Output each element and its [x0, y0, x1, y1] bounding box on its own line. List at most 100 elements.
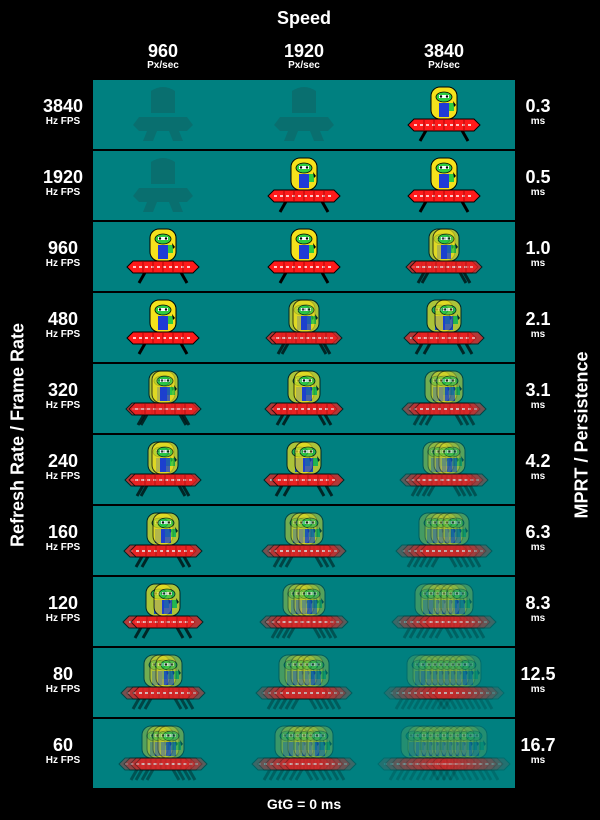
ufo-sprite-copy — [430, 725, 505, 781]
ufo-alien-icon — [394, 364, 494, 433]
row-label-mprt: 16.7 ms — [503, 735, 573, 767]
row-label-rate: 1920 Hz FPS — [28, 167, 98, 199]
ufo-alien-icon — [113, 719, 213, 788]
ufo-sprite-copy — [267, 654, 341, 710]
motion-blur-grid — [93, 80, 515, 788]
ufo-sprite-copy — [409, 228, 483, 284]
ufo-alien-icon — [254, 364, 354, 433]
mprt-unit: ms — [530, 400, 546, 411]
ufo-sprite-copy — [118, 725, 192, 781]
ufo-alien-icon — [251, 719, 357, 788]
ufo-sprite-copy — [274, 87, 334, 141]
ufo-sprite-copy — [417, 725, 491, 781]
ufo-sprite-copy — [407, 512, 481, 568]
ufo-sprite-copy — [425, 654, 499, 710]
rate-unit: Hz FPS — [45, 187, 81, 198]
mprt-unit: ms — [530, 684, 546, 695]
ufo-sprite-copy — [401, 512, 475, 568]
rate-unit: Hz FPS — [45, 542, 81, 553]
ufo-sprite-copy — [390, 725, 465, 781]
ufo-sprite-copy — [264, 583, 339, 639]
ufo-alien-icon — [113, 293, 213, 362]
grid-row — [93, 577, 515, 646]
ufo-sprite-copy — [409, 441, 484, 497]
ufo-sprite-copy — [415, 441, 489, 497]
rate-unit: Hz FPS — [45, 755, 81, 766]
row-label-rate: 3840 Hz FPS — [28, 96, 98, 128]
rate-value: 1920 — [42, 167, 84, 187]
ufo-alien-icon — [113, 364, 213, 433]
ufo-sprite-copy — [120, 654, 194, 710]
rate-value: 120 — [47, 593, 79, 613]
rate-value: 3840 — [42, 96, 84, 116]
grid-row — [93, 293, 515, 362]
row-label-rate: 160 Hz FPS — [28, 523, 98, 554]
column-unit: Px/sec — [428, 60, 460, 71]
ufo-sprite-copy — [270, 725, 344, 781]
row-label-rate: 480 Hz FPS — [28, 310, 98, 341]
mprt-unit: ms — [530, 471, 546, 482]
mprt-value: 0.5 — [525, 167, 551, 187]
row-label-rate: 240 Hz FPS — [28, 452, 98, 483]
ufo-sprite-copy — [269, 583, 344, 639]
mprt-value: 16.7 — [520, 735, 556, 755]
ufo-sprite-copy — [423, 725, 498, 781]
rate-value: 960 — [47, 238, 79, 258]
y-axis-title-left: Refresh Rate / Frame Rate — [7, 322, 28, 548]
ufo-alien-icon — [394, 151, 494, 220]
row-label-mprt: 1.0 ms — [503, 239, 573, 270]
ufo-alien-icon — [254, 80, 354, 149]
ufo-sprite-copy — [261, 654, 335, 710]
ufo-sprite-copy — [407, 86, 481, 142]
grid-row — [93, 435, 515, 504]
ufo-alien-icon — [113, 151, 213, 220]
speed-title: Speed — [276, 8, 332, 28]
mprt-value: 8.3 — [525, 593, 551, 613]
ufo-sprite-copy — [395, 654, 469, 710]
ufo-sprite-copy — [279, 654, 353, 710]
rate-unit: Hz FPS — [45, 258, 81, 269]
ufo-alien-icon — [394, 222, 494, 291]
ufo-sprite-copy — [419, 654, 493, 710]
mprt-unit: ms — [530, 116, 546, 127]
ufo-sprite-copy — [269, 299, 343, 355]
rate-unit: Hz FPS — [45, 329, 81, 340]
mprt-value: 4.2 — [525, 451, 551, 471]
ufo-sprite-copy — [133, 87, 193, 141]
ufo-sprite-copy — [123, 725, 198, 781]
ufo-sprite-copy — [383, 725, 458, 781]
ufo-sprite-copy — [411, 299, 485, 355]
ufo-sprite-copy — [251, 725, 325, 781]
grid-row — [93, 648, 515, 717]
ufo-sprite-copy — [128, 725, 203, 781]
rate-unit: Hz FPS — [45, 613, 81, 624]
ufo-sprite-copy — [134, 725, 208, 781]
ufo-alien-icon — [113, 80, 213, 149]
ufo-sprite-copy — [389, 654, 463, 710]
ufo-sprite-copy — [401, 370, 475, 426]
ufo-sprite-copy — [407, 654, 481, 710]
ufo-sprite-copy — [423, 583, 497, 639]
ufo-sprite-copy — [399, 441, 473, 497]
ufo-sprite-copy — [407, 370, 481, 426]
rate-unit: Hz FPS — [45, 471, 81, 482]
ufo-sprite-copy — [127, 370, 202, 426]
ufo-sprite-copy — [273, 512, 347, 568]
ufo-sprite-copy — [264, 725, 338, 781]
grid-row — [93, 80, 515, 149]
ufo-sprite-copy — [267, 228, 341, 284]
rate-unit: Hz FPS — [45, 684, 81, 695]
row-label-rate: 80 Hz FPS — [28, 664, 98, 696]
ufo-alien-icon — [394, 506, 494, 575]
mprt-unit: ms — [530, 329, 546, 340]
grid-row — [93, 364, 515, 433]
ufo-alien-icon — [394, 80, 494, 149]
ufo-sprite-copy — [267, 512, 341, 568]
rate-value: 80 — [52, 664, 74, 684]
row-label-mprt: 6.3 ms — [503, 523, 573, 554]
ufo-sprite-copy — [383, 654, 457, 710]
ufo-sprite-copy — [126, 228, 200, 284]
ufo-sprite-copy — [261, 512, 335, 568]
ufo-sprite-copy — [391, 583, 465, 639]
ufo-alien-icon — [391, 577, 497, 646]
